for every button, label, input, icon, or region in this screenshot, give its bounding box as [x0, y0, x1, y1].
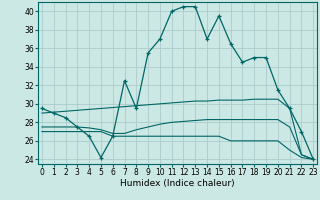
- X-axis label: Humidex (Indice chaleur): Humidex (Indice chaleur): [120, 179, 235, 188]
